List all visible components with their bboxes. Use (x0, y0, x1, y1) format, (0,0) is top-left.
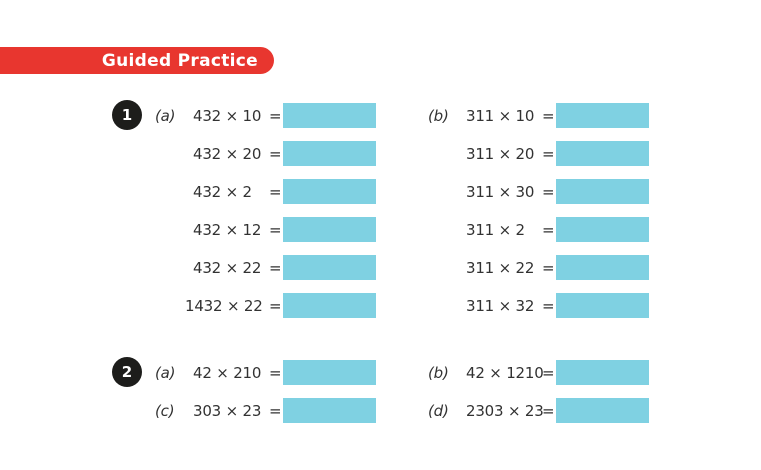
equation-row: 1432 × 22 = (155, 293, 376, 318)
part-label: (a) (155, 106, 176, 125)
answer-box[interactable] (283, 141, 376, 166)
answer-box[interactable] (556, 179, 649, 204)
answer-box[interactable] (283, 255, 376, 280)
equation-row: (a) 432 × 10 = (155, 103, 376, 128)
equation-expression: 303 × 23 (193, 401, 262, 420)
equals-sign: = (542, 296, 555, 315)
equation-row: 432 × 22 = (155, 255, 376, 280)
equation-expression: 311 × 20 (466, 144, 535, 163)
answer-box[interactable] (556, 141, 649, 166)
equation-expression: 311 × 30 (466, 182, 535, 201)
equation-expression: 1432 × 22 (185, 296, 263, 315)
equation-row: 311 × 30 = (428, 179, 649, 204)
answer-box[interactable] (283, 217, 376, 242)
equals-sign: = (542, 106, 555, 125)
equation-row: 311 × 22 = (428, 255, 649, 280)
equals-sign: = (269, 296, 282, 315)
equals-sign: = (542, 258, 555, 277)
answer-box[interactable] (556, 398, 649, 423)
answer-box[interactable] (556, 103, 649, 128)
equation-row: (d) 2303 × 23 = (428, 398, 649, 423)
problem-1-badge: 1 (112, 100, 142, 130)
equals-sign: = (269, 401, 282, 420)
part-label: (b) (428, 363, 449, 382)
equation-row: 432 × 12 = (155, 217, 376, 242)
equation-row: (c) 303 × 23 = (155, 398, 376, 423)
answer-box[interactable] (283, 398, 376, 423)
equation-row: 311 × 2 = (428, 217, 649, 242)
equation-expression: 432 × 20 (193, 144, 262, 163)
equation-row: 432 × 2 = (155, 179, 376, 204)
equation-row: 311 × 32 = (428, 293, 649, 318)
answer-box[interactable] (556, 255, 649, 280)
equation-row: 311 × 20 = (428, 141, 649, 166)
part-label: (c) (155, 401, 175, 420)
answer-box[interactable] (556, 217, 649, 242)
equation-expression: 311 × 10 (466, 106, 535, 125)
equals-sign: = (269, 182, 282, 201)
equals-sign: = (269, 106, 282, 125)
equals-sign: = (542, 144, 555, 163)
equation-expression: 311 × 22 (466, 258, 535, 277)
equation-row: (a) 42 × 210 = (155, 360, 376, 385)
equation-expression: 2303 × 23 (466, 401, 544, 420)
part-label: (a) (155, 363, 176, 382)
equation-row: 432 × 20 = (155, 141, 376, 166)
equation-expression: 42 × 210 (193, 363, 262, 382)
equals-sign: = (542, 182, 555, 201)
equation-expression: 432 × 22 (193, 258, 262, 277)
answer-box[interactable] (283, 293, 376, 318)
equation-expression: 311 × 32 (466, 296, 535, 315)
banner-label: Guided Practice (101, 50, 258, 71)
equation-row: (b) 42 × 1210 = (428, 360, 649, 385)
answer-box[interactable] (283, 103, 376, 128)
guided-practice-banner: Guided Practice (0, 47, 274, 74)
equals-sign: = (542, 363, 555, 382)
equation-expression: 42 × 1210 (466, 363, 544, 382)
answer-box[interactable] (556, 360, 649, 385)
problem-2-badge: 2 (112, 357, 142, 387)
equation-expression: 432 × 2 (193, 182, 252, 201)
equals-sign: = (269, 144, 282, 163)
equals-sign: = (269, 220, 282, 239)
equals-sign: = (269, 363, 282, 382)
equation-expression: 432 × 12 (193, 220, 262, 239)
equation-expression: 311 × 2 (466, 220, 525, 239)
part-label: (d) (428, 401, 449, 420)
answer-box[interactable] (283, 360, 376, 385)
part-label: (b) (428, 106, 449, 125)
equals-sign: = (542, 220, 555, 239)
answer-box[interactable] (556, 293, 649, 318)
equals-sign: = (269, 258, 282, 277)
equation-row: (b) 311 × 10 = (428, 103, 649, 128)
answer-box[interactable] (283, 179, 376, 204)
equation-expression: 432 × 10 (193, 106, 262, 125)
equals-sign: = (542, 401, 555, 420)
